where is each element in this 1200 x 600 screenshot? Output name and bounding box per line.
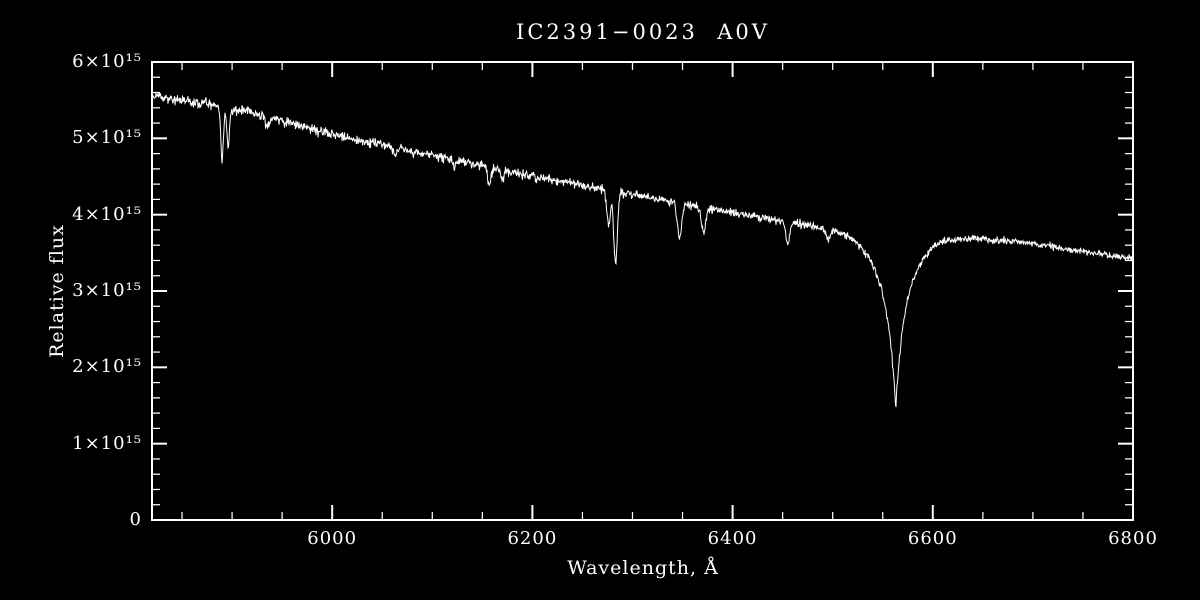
- x-tick-label: 6200: [507, 528, 558, 549]
- chart-title: IC2391−0023 A0V: [516, 20, 770, 44]
- y-tick-label: 2×10¹⁵: [72, 356, 142, 378]
- y-tick-label: 5×10¹⁵: [72, 127, 142, 149]
- y-tick-label: 4×10¹⁵: [72, 203, 142, 225]
- y-tick-label: 6×10¹⁵: [72, 51, 142, 72]
- y-tick-label: 0: [129, 509, 142, 530]
- x-tick-label: 6000: [307, 528, 358, 549]
- x-tick-label: 6600: [907, 528, 958, 549]
- axes-box: [151, 61, 1134, 521]
- y-tick-label: 3×10¹⁵: [72, 280, 142, 301]
- x-tick-label: 6400: [707, 528, 758, 549]
- y-tick-label: 1×10¹⁵: [72, 432, 142, 454]
- x-axis-label: Wavelength, Å: [567, 557, 719, 579]
- x-tick-label: 6800: [1108, 528, 1158, 549]
- spectrum-trace: [152, 92, 1133, 408]
